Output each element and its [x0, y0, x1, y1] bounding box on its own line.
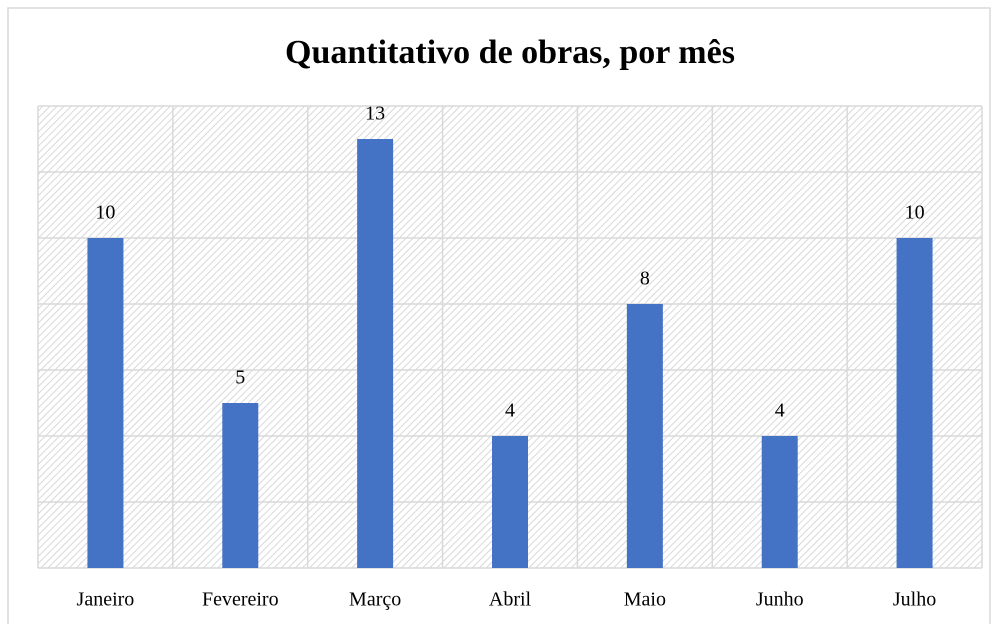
x-tick-label: Maio [624, 589, 666, 611]
data-label: 13 [365, 103, 385, 125]
data-label: 10 [905, 202, 925, 224]
x-tick-label: Junho [756, 589, 804, 611]
chart-title: Quantitativo de obras, por mês [285, 34, 735, 71]
x-tick-label: Fevereiro [202, 589, 279, 611]
bar [87, 238, 124, 568]
x-tick-label: Março [349, 589, 401, 611]
data-label: 10 [95, 202, 115, 224]
bar [492, 436, 528, 568]
data-label: 4 [505, 400, 515, 422]
data-label: 8 [640, 268, 650, 290]
data-label: 4 [775, 400, 785, 422]
bar [896, 238, 933, 568]
bar [222, 403, 259, 568]
bar [761, 436, 798, 568]
data-label: 5 [235, 367, 245, 389]
x-tick-label: Julho [893, 589, 936, 611]
x-tick-label: Janeiro [77, 589, 135, 611]
bar [626, 304, 663, 568]
bar [357, 139, 394, 568]
x-tick-label: Abril [489, 589, 532, 611]
